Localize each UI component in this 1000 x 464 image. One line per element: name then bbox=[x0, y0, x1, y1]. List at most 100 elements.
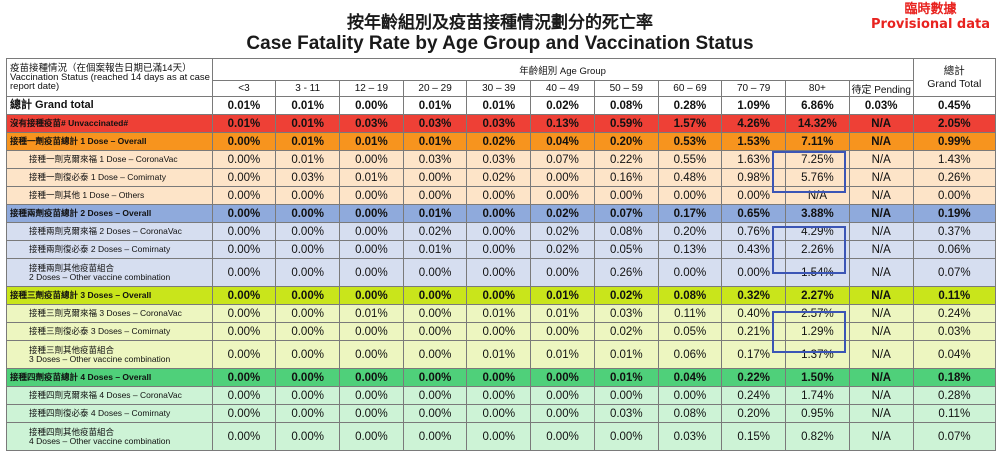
row-label-line: 接種兩劑其他疫苗組合 bbox=[29, 262, 115, 273]
rate-cell: 0.02% bbox=[593, 286, 659, 305]
rate-cell: 0.02% bbox=[530, 222, 595, 241]
row-label-line: 接種一劑疫苗總計 1 Dose – Overall bbox=[10, 136, 147, 146]
rate-cell: 0.03% bbox=[402, 150, 468, 169]
rate-cell: N/A bbox=[848, 186, 914, 205]
rate-cell: N/A bbox=[848, 258, 914, 287]
row-label: 接種兩劑復必泰 2 Doses – Comirnaty bbox=[6, 240, 213, 259]
rate-cell: 0.17% bbox=[721, 340, 787, 369]
rate-cell: 0.40% bbox=[721, 304, 787, 323]
page-title-zh: 按年齡組別及疫苗接種情況劃分的死亡率 bbox=[347, 13, 653, 33]
rate-cell: 2.27% bbox=[785, 286, 850, 305]
row-label-line: 沒有接種疫苗# Unvaccinated# bbox=[10, 118, 129, 128]
rate-cell: 0.00% bbox=[466, 240, 532, 259]
rate-cell: 0.00% bbox=[339, 404, 404, 423]
rate-cell: N/A bbox=[848, 240, 914, 259]
vaccination-status-header-zh: 疫苗接種情況（在個案報告日期已滿14天） bbox=[10, 63, 192, 74]
rate-cell: 0.00% bbox=[339, 286, 404, 305]
age-header-cell: 3 - 11 bbox=[275, 80, 341, 97]
rate-cell: 0.00% bbox=[211, 386, 277, 405]
rate-cell: 0.43% bbox=[721, 240, 787, 259]
rate-cell: 0.28% bbox=[657, 96, 723, 115]
table-row: 接種兩劑克爾來福 2 Doses – CoronaVac 0.00% 0.00% 0.… bbox=[6, 222, 997, 241]
table-row: 接種四劑克爾來福 4 Doses – CoronaVac 0.00% 0.00% 0.… bbox=[6, 386, 997, 405]
age-header-cell: 20 – 29 bbox=[402, 80, 468, 97]
rate-cell: 0.00% bbox=[912, 186, 997, 205]
rate-cell: 0.00% bbox=[211, 150, 277, 169]
rate-cell: 0.00% bbox=[402, 286, 468, 305]
rate-cell: 0.37% bbox=[912, 222, 997, 241]
rate-cell: 0.00% bbox=[211, 258, 277, 287]
age-header-cell: 30 – 39 bbox=[466, 80, 532, 97]
table-row: 接種一劑疫苗總計 1 Dose – Overall 0.00% 0.01% 0.01%… bbox=[6, 132, 997, 151]
rate-cell: 0.22% bbox=[593, 150, 659, 169]
provisional-badge: 臨時數據 Provisional data bbox=[871, 2, 990, 32]
rate-cell: 0.32% bbox=[721, 286, 787, 305]
rate-cell: 0.00% bbox=[530, 422, 595, 451]
rate-cell: 0.01% bbox=[402, 240, 468, 259]
age-header-cell: <3 bbox=[211, 80, 277, 97]
rate-cell: 0.04% bbox=[530, 132, 595, 151]
rate-cell: 0.00% bbox=[211, 322, 277, 341]
rate-cell: 0.03% bbox=[466, 150, 532, 169]
row-label: 接種四劑其他疫苗組合 4 Doses – Other vaccine combin… bbox=[6, 422, 213, 451]
age-header-cell: 80+ bbox=[785, 80, 850, 97]
rate-cell: 0.28% bbox=[912, 386, 997, 405]
rate-cell: 0.00% bbox=[339, 240, 404, 259]
rate-cell: 0.05% bbox=[657, 322, 723, 341]
table-row: 總計 Grand total 0.01% 0.01% 0.00% 0.01% 0.01% 0… bbox=[6, 96, 997, 115]
rate-cell: 0.00% bbox=[275, 404, 341, 423]
rate-cell: 2.26% bbox=[785, 240, 850, 259]
rate-cell: N/A bbox=[848, 132, 914, 151]
rate-cell: 0.00% bbox=[721, 186, 787, 205]
rate-cell: 0.00% bbox=[466, 286, 532, 305]
rate-cell: 2.57% bbox=[785, 304, 850, 323]
row-label: 接種四劑復必泰 4 Doses – Comirnaty bbox=[6, 404, 213, 423]
rate-cell: 0.21% bbox=[721, 322, 787, 341]
rate-cell: 0.20% bbox=[657, 222, 723, 241]
row-label: 接種三劑克爾來福 3 Doses – CoronaVac bbox=[6, 304, 213, 323]
rate-cell: N/A bbox=[848, 368, 914, 387]
table-row: 接種三劑復必泰 3 Doses – Comirnaty 0.00% 0.00% 0.0… bbox=[6, 322, 997, 341]
rate-cell: 0.01% bbox=[402, 204, 468, 223]
rate-cell: 0.00% bbox=[466, 222, 532, 241]
rate-cell: N/A bbox=[848, 222, 914, 241]
rate-cell: 0.08% bbox=[657, 404, 723, 423]
rate-cell: 0.00% bbox=[339, 386, 404, 405]
rate-cell: 0.00% bbox=[530, 322, 595, 341]
rate-cell: N/A bbox=[848, 168, 914, 187]
rate-cell: 0.15% bbox=[721, 422, 787, 451]
rate-cell: N/A bbox=[848, 304, 914, 323]
rate-cell: 0.00% bbox=[211, 204, 277, 223]
rate-cell: 0.07% bbox=[593, 204, 659, 223]
provisional-label-en: Provisional data bbox=[871, 17, 990, 32]
row-label-line: 接種三劑其他疫苗組合 bbox=[29, 344, 115, 355]
row-label-line: 接種四劑其他疫苗組合 bbox=[29, 426, 115, 437]
rate-cell: 7.11% bbox=[785, 132, 850, 151]
row-label: 接種兩劑疫苗總計 2 Doses – Overall bbox=[6, 204, 213, 223]
rate-cell: 0.01% bbox=[593, 368, 659, 387]
rate-cell: 0.76% bbox=[721, 222, 787, 241]
row-label-line: 接種兩劑克爾來福 2 Doses – CoronaVac bbox=[29, 226, 182, 236]
table-row: 接種三劑疫苗總計 3 Doses – Overall 0.00% 0.00% 0.00… bbox=[6, 286, 997, 305]
rate-cell: 0.00% bbox=[466, 368, 532, 387]
row-label: 接種三劑復必泰 3 Doses – Comirnaty bbox=[6, 322, 213, 341]
rate-cell: 1.09% bbox=[721, 96, 787, 115]
rate-cell: 0.05% bbox=[593, 240, 659, 259]
rate-cell: 0.00% bbox=[530, 186, 595, 205]
row-label: 接種四劑疫苗總計 4 Doses – Overall bbox=[6, 368, 213, 387]
rate-cell: 0.11% bbox=[657, 304, 723, 323]
row-label: 接種兩劑克爾來福 2 Doses – CoronaVac bbox=[6, 222, 213, 241]
age-group-header: 年齡組別 Age Group bbox=[211, 58, 914, 81]
rate-cell: 0.00% bbox=[275, 222, 341, 241]
rate-cell: 0.00% bbox=[402, 404, 468, 423]
rate-cell: 0.01% bbox=[593, 340, 659, 369]
rate-cell: 0.00% bbox=[530, 368, 595, 387]
rate-cell: N/A bbox=[848, 404, 914, 423]
grand-total-header: 總計 Grand Total bbox=[912, 58, 997, 97]
rate-cell: 0.00% bbox=[339, 150, 404, 169]
vaccination-status-header: 疫苗接種情況（在個案報告日期已滿14天） Vaccination Status … bbox=[6, 58, 213, 97]
rate-cell: 0.00% bbox=[402, 386, 468, 405]
rate-cell: 0.00% bbox=[275, 422, 341, 451]
row-label-line-en: 3 Doses – Other vaccine combination bbox=[29, 353, 171, 364]
row-label: 接種一劑其他 1 Dose – Others bbox=[6, 186, 213, 205]
